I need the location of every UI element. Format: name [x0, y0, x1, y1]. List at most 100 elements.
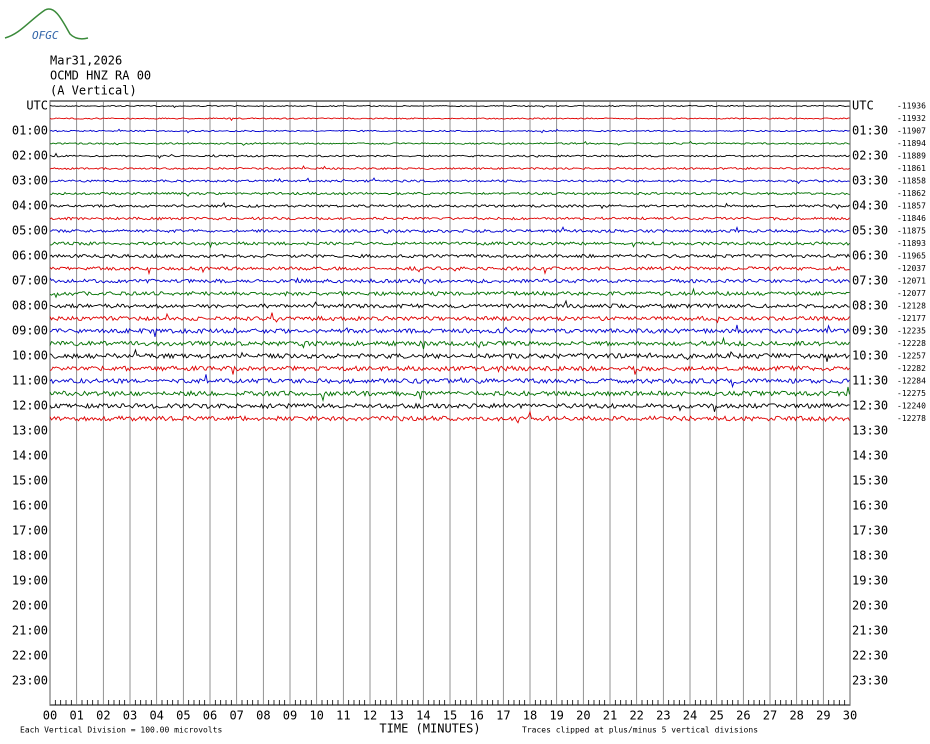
x-tick-label: 05 [176, 709, 190, 723]
trace-offset: -12275 [897, 389, 926, 398]
right-hour-label: 02:30 [852, 149, 888, 163]
x-tick-label: 28 [789, 709, 803, 723]
right-hour-label: 20:30 [852, 599, 888, 613]
seismic-trace [49, 216, 850, 221]
right-hour-label: 09:30 [852, 324, 888, 338]
x-tick-label: 20 [576, 709, 590, 723]
left-hour-label: 10:00 [12, 349, 48, 363]
logo-curve [4, 8, 89, 40]
x-tick-label: 30 [843, 709, 857, 723]
x-tick-label: 09 [283, 709, 297, 723]
x-tick-label: 23 [656, 709, 670, 723]
trace-offset: -11894 [897, 139, 926, 148]
x-tick-label: 06 [203, 709, 217, 723]
seismic-trace [50, 299, 850, 309]
seismic-trace [49, 374, 850, 389]
right-hour-label: 08:30 [852, 299, 888, 313]
right-hour-label: 17:30 [852, 524, 888, 538]
seismic-trace [49, 312, 850, 324]
right-hour-label: 19:30 [852, 574, 888, 588]
trace-offset: -11936 [897, 102, 926, 111]
division-note: Each Vertical Division = 100.00 microvol… [20, 726, 222, 735]
x-tick-label: 26 [736, 709, 750, 723]
seismic-trace [49, 402, 850, 412]
left-hour-label: 15:00 [12, 474, 48, 488]
trace-offset: -11862 [897, 189, 926, 198]
trace-offset: -12235 [897, 327, 926, 336]
right-hour-label: 11:30 [852, 374, 888, 388]
left-hour-label: 20:00 [12, 599, 48, 613]
x-tick-label: 04 [149, 709, 163, 723]
trace-offset: -12240 [897, 402, 926, 411]
left-hour-label: 13:00 [12, 424, 48, 438]
trace-offset: -11965 [897, 252, 926, 261]
seismic-trace [49, 225, 850, 234]
left-hour-label: 08:00 [12, 299, 48, 313]
trace-offset: -11858 [897, 177, 926, 186]
x-tick-label: 02 [96, 709, 110, 723]
right-hour-label: 14:30 [852, 449, 888, 463]
x-tick-label: 18 [523, 709, 537, 723]
x-tick-label: 14 [416, 709, 430, 723]
right-hour-label: 12:30 [852, 399, 888, 413]
date: Mar31,2026 [50, 54, 122, 68]
seismic-trace [49, 117, 850, 122]
x-tick-label: 10 [309, 709, 323, 723]
left-hour-label: 06:00 [12, 249, 48, 263]
trace-offset: -11889 [897, 152, 926, 161]
trace-offset: -12284 [897, 377, 926, 386]
seismic-trace [49, 128, 850, 134]
right-hour-label: 05:30 [852, 224, 888, 238]
left-hour-label: 18:00 [12, 549, 48, 563]
x-tick-label: 27 [763, 709, 777, 723]
x-tick-label: 01 [69, 709, 83, 723]
left-hour-label: 03:00 [12, 174, 48, 188]
x-tick-label: 17 [496, 709, 510, 723]
seismic-trace [50, 241, 850, 249]
seismic-trace [49, 201, 850, 210]
right-hour-label: 04:30 [852, 199, 888, 213]
right-hour-label: 06:30 [852, 249, 888, 263]
logo: OFGC [32, 29, 59, 42]
seismic-trace [49, 287, 850, 299]
x-label: TIME (MINUTES) [379, 722, 480, 736]
trace-offset: -11932 [897, 114, 926, 123]
left-hour-label: 21:00 [12, 624, 48, 638]
right-hour-label: UTC [852, 99, 874, 113]
right-hour-label: 22:30 [852, 649, 888, 663]
trace-offset: -11875 [897, 227, 926, 236]
x-tick-label: 24 [683, 709, 697, 723]
x-tick-label: 25 [709, 709, 723, 723]
seismic-trace [49, 348, 850, 362]
seismic-trace [49, 104, 850, 109]
right-hour-label: 13:30 [852, 424, 888, 438]
x-tick-label: 19 [549, 709, 563, 723]
seismic-trace [49, 191, 850, 197]
left-hour-label: 07:00 [12, 274, 48, 288]
left-hour-label: 16:00 [12, 499, 48, 513]
trace-offset: -11861 [897, 164, 926, 173]
trace-offset: -12177 [897, 314, 926, 323]
trace-offset: -12071 [897, 277, 926, 286]
seismic-trace [49, 324, 850, 337]
x-tick-label: 15 [443, 709, 457, 723]
seismic-trace [49, 386, 850, 403]
x-tick-label: 03 [123, 709, 137, 723]
left-hour-label: 19:00 [12, 574, 48, 588]
right-hour-label: 18:30 [852, 549, 888, 563]
left-hour-label: 02:00 [12, 149, 48, 163]
x-tick-label: 07 [229, 709, 243, 723]
trace-offset: -12128 [897, 302, 926, 311]
seismic-trace [49, 265, 850, 276]
x-tick-label: 29 [816, 709, 830, 723]
right-hour-label: 23:30 [852, 674, 888, 688]
right-hour-label: 16:30 [852, 499, 888, 513]
right-hour-label: 21:30 [852, 624, 888, 638]
left-hour-label: 14:00 [12, 449, 48, 463]
right-hour-label: 15:30 [852, 474, 888, 488]
x-tick-label: 16 [469, 709, 483, 723]
seismic-trace [49, 253, 850, 259]
seismic-trace [49, 364, 850, 375]
trace-offset: -12077 [897, 289, 926, 298]
